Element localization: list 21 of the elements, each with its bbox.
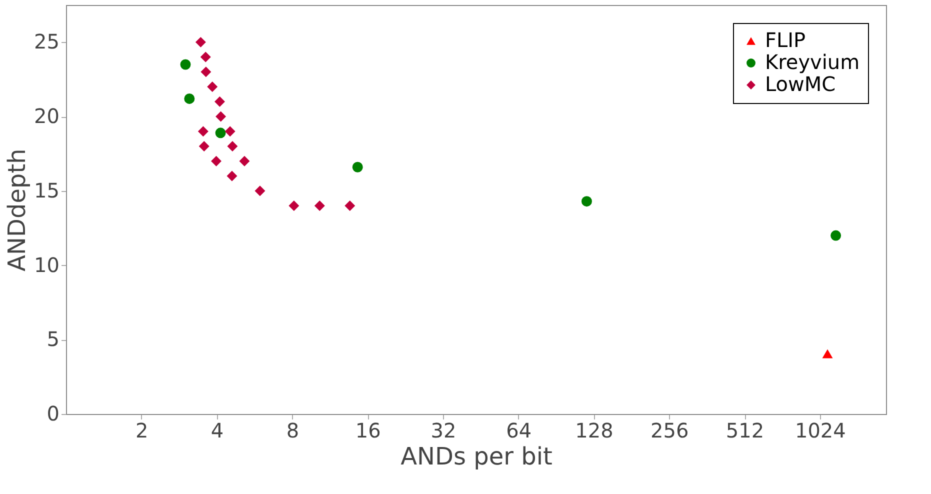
x-tick-label: 4: [210, 418, 224, 442]
x-tick-label: 1024: [794, 418, 846, 442]
legend-label: Kreyvium: [765, 50, 860, 74]
x-tick-label: 64: [506, 418, 532, 442]
y-axis-title: ANDdepth: [3, 148, 32, 272]
x-tick-label: 512: [726, 418, 764, 442]
x-tick-label: 8: [286, 418, 300, 442]
x-tick-label: 16: [355, 418, 381, 442]
x-axis-title: ANDs per bit: [400, 442, 552, 470]
x-tick-label: 32: [430, 418, 456, 442]
y-tick-label: 0: [46, 402, 60, 426]
y-tick-label: 5: [46, 327, 60, 352]
x-tick-label: 256: [650, 418, 689, 442]
y-tick-label: 25: [34, 30, 60, 54]
legend-label: LowMC: [765, 72, 836, 96]
legend-label: FLIP: [765, 28, 806, 52]
x-tick-label: 128: [575, 418, 614, 442]
y-tick-label: 20: [34, 104, 60, 128]
y-tick-label: 10: [34, 252, 60, 277]
y-tick-label: 15: [34, 178, 60, 202]
x-tick-label: 2: [136, 418, 148, 442]
